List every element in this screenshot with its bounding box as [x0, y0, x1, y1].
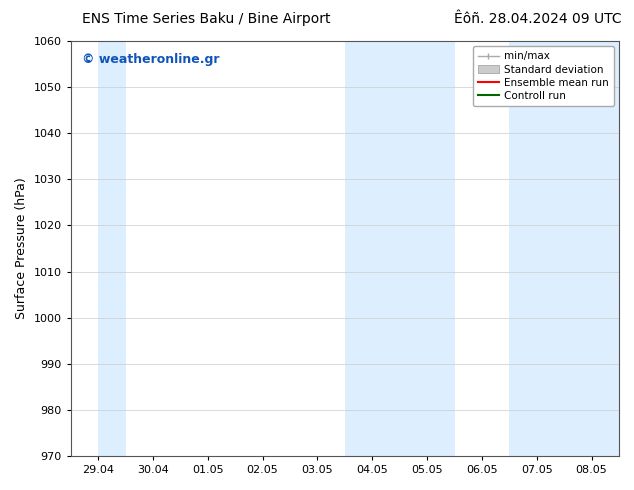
- Text: © weatheronline.gr: © weatheronline.gr: [82, 53, 219, 67]
- Bar: [345, 41, 455, 456]
- Text: ENS Time Series Baku / Bine Airport: ENS Time Series Baku / Bine Airport: [82, 12, 331, 26]
- Text: Êôñ. 28.04.2024 09 UTC: Êôñ. 28.04.2024 09 UTC: [454, 12, 621, 26]
- Bar: [509, 41, 619, 456]
- Bar: [98, 41, 126, 456]
- Y-axis label: Surface Pressure (hPa): Surface Pressure (hPa): [15, 178, 28, 319]
- Legend: min/max, Standard deviation, Ensemble mean run, Controll run: min/max, Standard deviation, Ensemble me…: [472, 46, 614, 106]
